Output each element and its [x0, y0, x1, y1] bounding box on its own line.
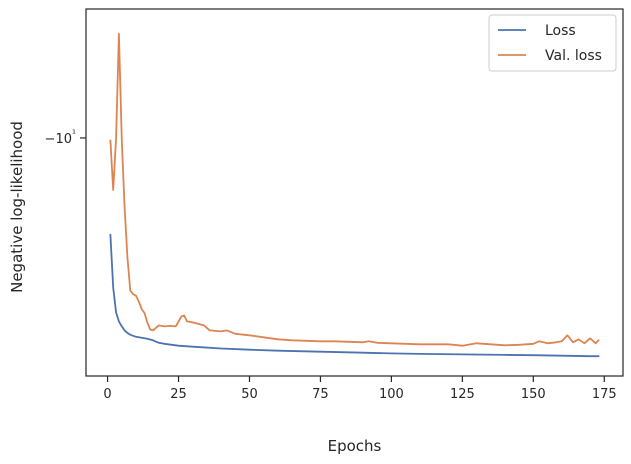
plot-frame [85, 8, 624, 377]
x-tick-label-0: 0 [103, 387, 111, 402]
x-tick-label-100: 100 [379, 387, 404, 402]
x-tick-label-50: 50 [241, 387, 258, 402]
x-tick-label-75: 75 [312, 387, 329, 402]
x-tick-label-25: 25 [170, 387, 187, 402]
y-tick-label-0: −10¹ [45, 129, 76, 147]
series-line-loss [109, 233, 600, 358]
legend: Loss Val. loss [488, 14, 617, 72]
x-tick-label-150: 150 [521, 387, 546, 402]
legend-label-loss: Loss [545, 23, 576, 39]
series-line-val-loss [109, 32, 600, 347]
series-layer [109, 32, 600, 358]
y-axis-label: Negative log-likelihood [8, 121, 26, 293]
legend-label-val-loss: Val. loss [545, 48, 602, 64]
legend-box [488, 14, 617, 72]
x-tick-label-125: 125 [450, 387, 475, 402]
x-axis: 0 25 50 75 100 125 150 175 [103, 376, 617, 402]
x-axis-label: Epochs [328, 437, 382, 455]
x-tick-label-175: 175 [592, 387, 617, 402]
y-axis: −10¹ [45, 129, 86, 147]
